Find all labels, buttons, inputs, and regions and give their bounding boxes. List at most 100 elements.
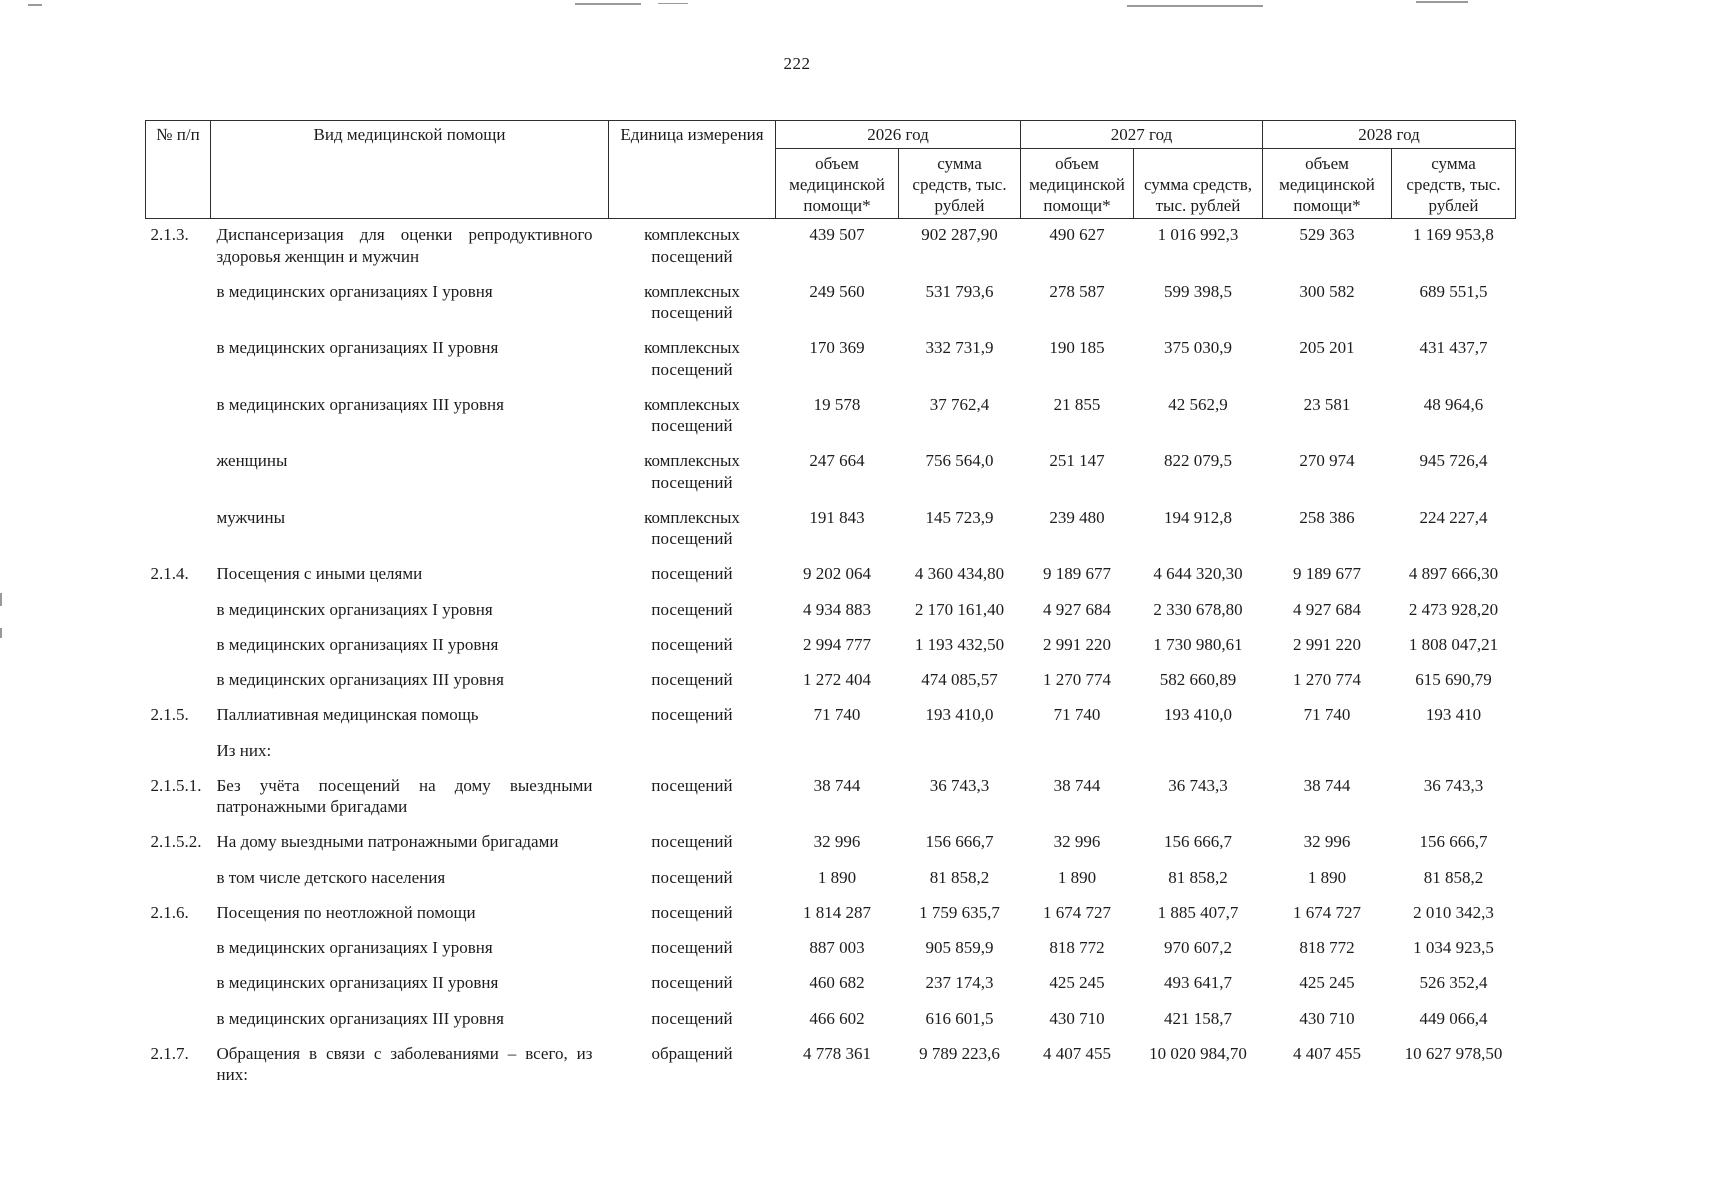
value-cell: 1 759 635,7: [919, 902, 1000, 922]
row-number-cell: [146, 276, 211, 333]
value-cell: 1 814 287: [803, 902, 871, 922]
value-cell: 615 690,79: [1415, 670, 1492, 689]
value-cell: 2 991 220: [1293, 634, 1361, 654]
value-cell: 529 363: [1299, 225, 1355, 245]
value-cell: 421 158,7: [1164, 1008, 1232, 1028]
table-row: 2.1.5.2. На дому выездными патронажными б…: [146, 826, 1516, 861]
value-cell: 449 066,4: [1419, 1008, 1488, 1028]
unit-cell: комплексных посещений: [644, 451, 740, 492]
value-cell: 490 627: [1049, 225, 1105, 245]
value-cell: 1 808 047,21: [1408, 634, 1499, 654]
value-cell: 251 147: [1049, 451, 1105, 471]
value-cell: 249 560: [809, 281, 865, 301]
value-cell: 493 641,7: [1164, 973, 1232, 993]
unit-cell: посещений: [651, 634, 733, 654]
value-cell: 431 437,7: [1419, 338, 1488, 358]
value-cell: 1 270 774: [1043, 670, 1111, 689]
value-cell: 193 410,0: [925, 705, 994, 725]
value-cell: 425 245: [1049, 973, 1105, 993]
value-cell: 38 744: [1303, 775, 1351, 795]
value-cell: 170 369: [809, 338, 865, 358]
value-cell: 23 581: [1303, 394, 1351, 414]
service-name-cell: Обращения в связи с заболеваниями – всег…: [216, 1043, 593, 1084]
value-cell: 1 169 953,8: [1413, 225, 1494, 245]
service-name-cell: Без учёта посещений на дому выездными па…: [216, 775, 593, 816]
value-cell: 756 564,0: [925, 451, 994, 471]
value-cell: 71 740: [1053, 705, 1101, 725]
value-cell: 81 858,2: [929, 867, 990, 887]
service-name-cell: в медицинских организациях II уровня: [216, 338, 499, 358]
value-cell: 582 660,89: [1159, 670, 1237, 689]
unit-cell: посещений: [651, 1008, 733, 1028]
row-number-cell: [146, 332, 211, 389]
unit-cell: обращений: [651, 1043, 733, 1063]
table-row: 2.1.6. Посещения по неотложной помощи посе…: [146, 897, 1516, 932]
value-cell: [1392, 735, 1516, 770]
value-cell: [899, 735, 1021, 770]
value-cell: 818 772: [1049, 938, 1105, 957]
row-number-cell: [146, 1003, 211, 1038]
row-number-cell: [146, 629, 211, 664]
value-cell: 689 551,5: [1419, 281, 1488, 301]
column-header-year-2026: 2026 год: [775, 119, 1021, 150]
value-cell: 531 793,6: [925, 281, 994, 301]
value-cell: 430 710: [1299, 1008, 1355, 1028]
value-cell: 4 934 883: [803, 599, 871, 619]
row-number-cell: 2.1.3.: [150, 225, 189, 245]
table-row: 2.1.4. Посещения с иными целями посещений 9…: [146, 558, 1516, 593]
value-cell: 9 189 677: [1293, 564, 1361, 584]
table-row: в медицинских организациях II уровня посе…: [146, 629, 1516, 664]
value-cell: 224 227,4: [1419, 507, 1488, 527]
table-row: в медицинских организациях I уровня посещ…: [146, 594, 1516, 629]
value-cell: 9 789 223,6: [919, 1043, 1000, 1063]
value-cell: 2 330 678,80: [1153, 599, 1243, 619]
service-name-cell: женщины: [216, 451, 288, 471]
value-cell: 21 855: [1053, 394, 1101, 414]
column-header-year-2028: 2028 год: [1262, 119, 1516, 150]
service-name-cell: в медицинских организациях II уровня: [216, 973, 499, 993]
table-row: Из них:: [146, 735, 1516, 770]
value-cell: [776, 735, 899, 770]
value-cell: 36 743,3: [1423, 775, 1484, 795]
value-cell: 10 020 984,70: [1149, 1043, 1247, 1063]
table-row: в медицинских организациях I уровня компл…: [146, 276, 1516, 333]
value-cell: 970 607,2: [1164, 938, 1232, 957]
value-cell: 4 360 434,80: [914, 564, 1005, 584]
value-cell: 300 582: [1299, 281, 1355, 301]
unit-cell: посещений: [651, 705, 733, 725]
value-cell: 48 964,6: [1423, 394, 1484, 414]
value-cell: 430 710: [1049, 1008, 1105, 1028]
value-cell: 425 245: [1299, 973, 1355, 993]
unit-cell: комплексных посещений: [644, 507, 740, 548]
value-cell: 1 034 923,5: [1413, 938, 1494, 957]
subheader-volume-2028: объем медицинской помощи*: [1262, 148, 1392, 220]
value-cell: 193 410,0: [1164, 705, 1232, 725]
service-name-cell: Посещения с иными целями: [216, 564, 423, 584]
subheader-sum-2028: сумма средств, тыс. рублей: [1391, 148, 1516, 220]
scan-artifact: [0, 593, 2, 606]
medical-care-volume-table: № п/п Вид медицинской помощи Единица изм…: [145, 119, 1516, 1094]
value-cell: 439 507: [809, 225, 865, 245]
value-cell: 526 352,4: [1419, 973, 1488, 993]
row-number-cell: 2.1.5.2.: [150, 832, 202, 852]
value-cell: 4 927 684: [1043, 599, 1111, 619]
table-row: в медицинских организациях II уровня посе…: [146, 967, 1516, 1002]
value-cell: 945 726,4: [1419, 451, 1488, 471]
value-cell: 145 723,9: [925, 507, 994, 527]
value-cell: 902 287,90: [921, 225, 998, 245]
value-cell: 1 730 980,61: [1153, 634, 1243, 654]
value-cell: 156 666,7: [1164, 832, 1232, 852]
value-cell: 2 010 342,3: [1413, 902, 1494, 922]
value-cell: 194 912,8: [1164, 507, 1232, 527]
table-row: женщины комплексных посещений 247 664 756 5…: [146, 445, 1516, 502]
header-row-years: № п/п Вид медицинской помощи Единица изм…: [145, 119, 1516, 220]
value-cell: 71 740: [813, 705, 861, 725]
value-cell: 905 859,9: [925, 938, 994, 957]
value-cell: 4 407 455: [1293, 1043, 1361, 1063]
table-row: в том числе детского населения посещений 1…: [146, 862, 1516, 897]
value-cell: 1 890: [1057, 867, 1097, 887]
value-cell: 375 030,9: [1164, 338, 1232, 358]
value-cell: [1021, 735, 1134, 770]
subheader-volume-2026: объем медицинской помощи*: [775, 148, 899, 220]
subheader-volume-2027: объем медицинской помощи*: [1020, 148, 1134, 220]
